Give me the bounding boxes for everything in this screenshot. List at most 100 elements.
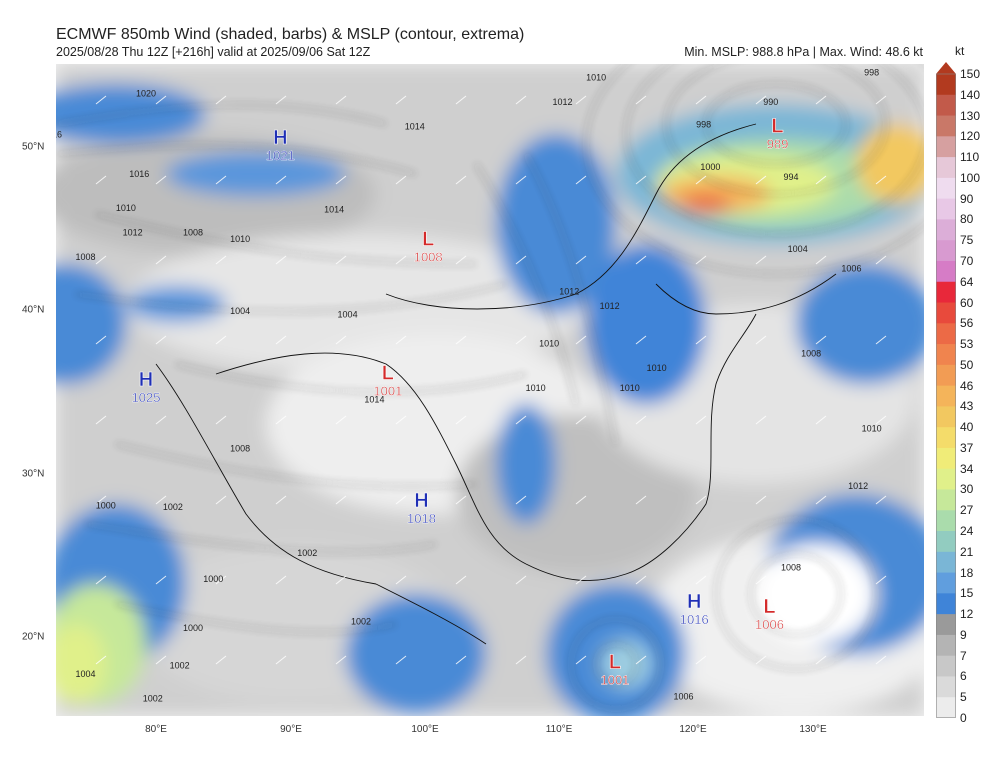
pressure-value: 1001 [600,673,629,688]
isobar-label: 994 [783,172,798,182]
isobar-label: 1016 [129,169,149,179]
high-pressure-marker[interactable]: H [273,127,288,150]
colorbar-tick-label: 64 [960,274,974,289]
colorbar-tick-label: 21 [960,544,974,559]
isobar-label: 1010 [526,383,546,393]
isobar-label: 1002 [351,616,371,626]
colorbar-band [936,136,956,158]
colorbar-tick-label: 140 [960,87,981,102]
isobar-contours [56,64,924,710]
colorbar-tick-label: 56 [960,316,974,331]
wind-shading [56,64,924,716]
lat-label-50: 50°N [22,141,45,153]
low-pressure-marker[interactable]: L [381,362,394,385]
colorbar-band [936,655,956,677]
isobar-label: 1012 [848,481,868,491]
colorbar-band [936,323,956,345]
pressure-value: 1006 [755,617,784,632]
map-canvas: 1020 1016 1016 1010 1012 1008 1010 1008 1014 1010… [56,64,924,716]
isobar-label: 1002 [143,693,163,703]
colorbar-band [936,572,956,594]
colorbar-extend-arrow [936,62,956,74]
colorbar-outline [936,73,956,718]
colorbar-band [936,447,956,470]
isobar-label: 1014 [405,121,425,131]
borders [155,123,837,645]
lon-label-130: 130°E [799,724,827,735]
isobar-label: 1002 [297,548,317,558]
isobar-label: 1006 [673,692,693,702]
pressure-value: 1021 [266,148,295,163]
colorbar-band [936,697,956,718]
low-pressure-marker[interactable]: L [422,228,435,251]
colorbar-band [936,302,956,324]
colorbar-band [936,385,956,407]
isobar-label: 1008 [183,228,203,238]
isobar-label: 1006 [841,264,861,274]
colorbar-band [936,531,956,553]
isobar-label: 1000 [183,623,203,633]
colorbar-tick-label: 60 [960,295,974,310]
colorbar-tick-label: 75 [960,233,974,248]
pressure-value: 1001 [373,383,402,398]
colorbar-tick-label: 30 [960,482,974,497]
isobar-label: 1012 [559,286,579,296]
colorbar-tick-label: 70 [960,253,974,268]
colorbar-band [936,198,956,220]
colorbar-band [936,510,956,532]
isobar-label: 998 [696,120,711,130]
colorbar-tick-label: 100 [960,170,981,185]
isobar-label: 1010 [230,234,250,244]
isobar-label: 1002 [170,661,190,671]
high-pressure-marker[interactable]: H [414,490,429,513]
colorbar-band [936,634,956,657]
colorbar-band [936,94,956,117]
lon-label-80: 80°E [145,724,167,735]
isobar-label: 1012 [600,301,620,311]
high-pressure-marker[interactable]: H [687,591,702,614]
isobar-label: 1008 [781,563,801,573]
colorbar-tick-label: 50 [960,357,974,372]
colorbar-tick-label: 0 [960,711,967,725]
lon-label-110: 110°E [545,724,573,735]
isobar-label: 1008 [230,443,250,453]
colorbar-band [936,219,956,241]
chart-subtitle: 2025/08/28 Thu 12Z [+216h] valid at 2025… [56,45,371,59]
colorbar-tick-label: 90 [960,191,974,206]
colorbar-band [936,344,956,366]
isobar-label: 1002 [163,502,183,512]
colorbar-tick-label: 34 [960,461,974,476]
high-pressure-marker[interactable]: H [138,369,153,392]
isobar-label: 1000 [203,574,223,584]
colorbar-unit: kt [955,44,965,58]
colorbar-tick-label: 53 [960,337,974,352]
pressure-value: 989 [767,137,789,152]
isobar-label: 1010 [116,203,136,213]
isobar-label: 1010 [862,424,882,434]
isobar-label: 1004 [338,309,358,319]
isobar-label: 1012 [123,228,143,238]
isobar-label: 1014 [324,205,344,215]
colorbar-tick-label: 12 [960,607,974,622]
lon-label-120: 120°E [679,724,707,735]
low-pressure-marker[interactable]: L [771,115,784,138]
lat-label-30: 30°N [22,468,45,480]
colorbar-tick-label: 80 [960,212,974,227]
isobar-label: 1008 [801,349,821,359]
low-pressure-marker[interactable]: L [609,651,622,674]
colorbar-band [936,406,956,428]
isobar-label: 1010 [647,363,667,373]
colorbar-band [936,427,956,449]
low-pressure-marker[interactable]: L [763,596,776,619]
colorbar-band [936,676,956,698]
isobar-label: 1010 [620,383,640,393]
isobar-label: 1014 [364,394,384,404]
colorbar-band [936,240,956,262]
pressure-value: 1008 [414,249,443,264]
isobar-label: 1000 [96,500,116,510]
weather-map[interactable]: 1020 1016 1016 1010 1012 1008 1010 1008 1014 1010… [56,64,924,716]
isobar-label: 1004 [788,244,808,254]
isobar-label: 1004 [230,306,250,316]
colorbar-band [936,489,956,511]
isobar-label: 1012 [553,97,573,107]
